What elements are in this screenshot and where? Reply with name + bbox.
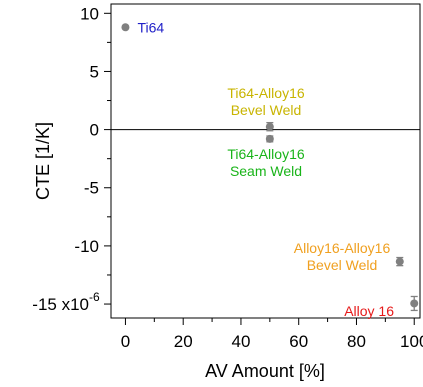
data-point — [265, 122, 274, 131]
y-axis-label: CTE [1/K] — [33, 122, 53, 200]
x-axis-label: AV Amount [%] — [205, 361, 325, 381]
point-annotation: Ti64 — [137, 19, 164, 35]
y-tick-label: -5 — [84, 179, 99, 198]
data-point — [395, 257, 404, 266]
point-annotation: Ti64-Alloy16 Seam Weld — [227, 146, 305, 179]
y-tick-label: 0 — [90, 121, 99, 140]
plot-frame — [110, 3, 421, 319]
point-annotation: Alloy 16 — [344, 303, 394, 319]
x-tick-label: 80 — [347, 332, 366, 351]
point-annotation: Alloy16-Alloy16 Bevel Weld — [294, 240, 391, 273]
data-point — [121, 23, 130, 32]
x-tick-label: 60 — [289, 332, 308, 351]
y-tick-label: -10 — [74, 237, 99, 256]
y-tick-label: -15 x10 — [32, 295, 89, 314]
x-tick-label: 100 — [400, 332, 423, 351]
point-annotation: Ti64-Alloy16 Bevel Weld — [227, 85, 305, 118]
y-multiplier-exponent: -6 — [89, 290, 100, 304]
x-tick-label: 0 — [121, 332, 130, 351]
y-tick-label: 10 — [80, 4, 99, 23]
point-annotations: Ti64 Ti64-Alloy16 Bevel Weld Ti64-Alloy16 Se… — [137, 19, 394, 319]
x-axis-ticks: 0 20 40 60 80 100 — [121, 318, 423, 351]
y-tick-label: 5 — [90, 62, 99, 81]
data-point — [410, 299, 419, 308]
data-point — [265, 134, 274, 143]
data-points — [121, 23, 419, 312]
x-tick-label: 20 — [174, 332, 193, 351]
y-axis-ticks: 10 5 0 -5 -10 -15 x10 -6 — [32, 4, 111, 314]
x-tick-label: 40 — [231, 332, 250, 351]
